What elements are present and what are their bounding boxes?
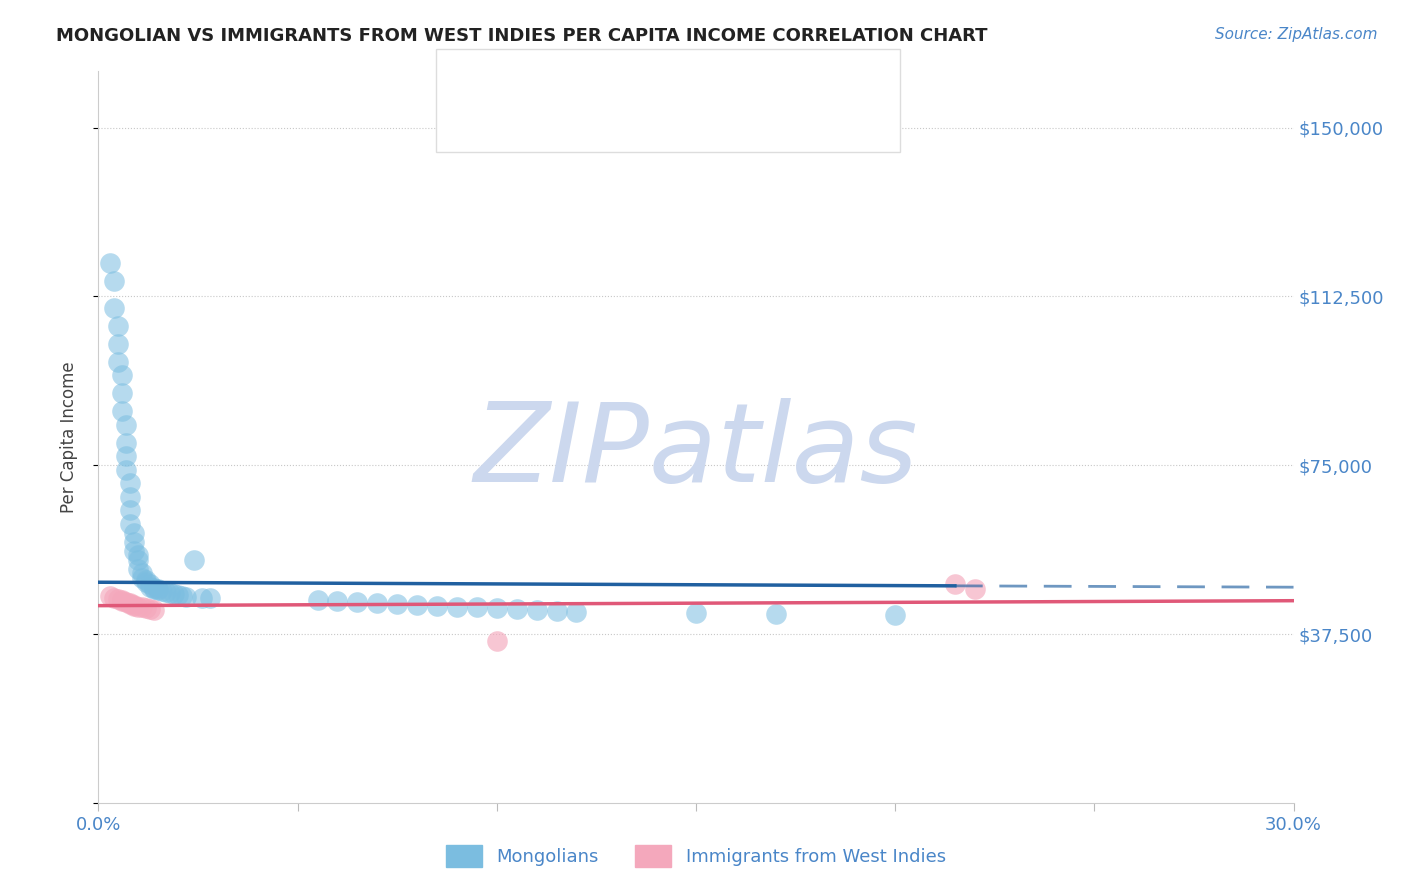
Point	[191, 591, 214, 605]
Point	[963, 582, 986, 596]
Point	[385, 597, 409, 611]
Point	[111, 594, 134, 608]
Point	[111, 368, 134, 383]
Point	[111, 593, 134, 607]
Point	[406, 598, 429, 612]
Point	[183, 553, 205, 567]
Point	[120, 490, 142, 504]
Point	[366, 596, 388, 610]
Bar	[464, 105, 502, 132]
Point	[485, 633, 508, 648]
Text: -0.006: -0.006	[568, 71, 630, 90]
Legend: Mongolians, Immigrants from West Indies: Mongolians, Immigrants from West Indies	[439, 838, 953, 874]
Point	[124, 598, 146, 612]
Point	[139, 580, 162, 594]
Point	[139, 577, 162, 591]
Point	[131, 571, 153, 585]
Point	[103, 591, 125, 605]
Point	[131, 566, 153, 581]
Point	[124, 534, 146, 549]
Point	[565, 605, 588, 619]
Point	[159, 586, 181, 600]
Point	[167, 588, 190, 602]
Text: 18: 18	[742, 108, 768, 128]
Point	[446, 599, 468, 614]
Point	[307, 593, 329, 607]
Point	[143, 603, 166, 617]
Point	[943, 577, 966, 591]
Text: R =: R =	[517, 108, 561, 128]
Text: 60: 60	[742, 71, 768, 90]
Point	[127, 548, 149, 562]
Point	[135, 601, 157, 615]
Point	[120, 597, 142, 611]
Point	[506, 602, 529, 616]
Point	[107, 354, 129, 368]
Point	[98, 255, 122, 269]
Point	[127, 562, 149, 576]
Point	[174, 590, 197, 604]
Y-axis label: Per Capita Income: Per Capita Income	[59, 361, 77, 513]
Point	[115, 595, 138, 609]
Text: R =: R =	[517, 71, 561, 90]
Text: 0.044: 0.044	[568, 108, 630, 128]
Text: MONGOLIAN VS IMMIGRANTS FROM WEST INDIES PER CAPITA INCOME CORRELATION CHART: MONGOLIAN VS IMMIGRANTS FROM WEST INDIES…	[56, 27, 988, 45]
Point	[120, 516, 142, 531]
Point	[765, 607, 787, 621]
Point	[120, 596, 142, 610]
Point	[155, 585, 177, 599]
Point	[120, 476, 142, 491]
Point	[107, 336, 129, 351]
Point	[884, 607, 907, 622]
Point	[107, 318, 129, 333]
Point	[326, 594, 349, 608]
Point	[143, 581, 166, 595]
Text: Source: ZipAtlas.com: Source: ZipAtlas.com	[1215, 27, 1378, 42]
Point	[124, 543, 146, 558]
Point	[426, 599, 449, 613]
Point	[111, 404, 134, 418]
Point	[685, 606, 707, 620]
Point	[135, 573, 157, 587]
Point	[143, 582, 166, 596]
Text: ZIPatlas: ZIPatlas	[474, 398, 918, 505]
Bar	[464, 67, 502, 94]
Point	[198, 591, 221, 606]
Point	[124, 599, 146, 613]
Point	[131, 600, 153, 615]
Point	[124, 525, 146, 540]
Point	[172, 589, 194, 603]
Point	[115, 463, 138, 477]
Text: N =: N =	[685, 71, 728, 90]
Point	[103, 274, 125, 288]
Point	[485, 601, 508, 615]
Point	[111, 386, 134, 401]
Point	[346, 595, 368, 609]
Point	[163, 587, 186, 601]
Point	[103, 301, 125, 315]
Point	[127, 553, 149, 567]
Text: N =: N =	[685, 108, 728, 128]
Point	[115, 435, 138, 450]
Point	[127, 599, 149, 614]
Point	[120, 503, 142, 517]
Point	[107, 592, 129, 607]
Point	[546, 604, 568, 618]
Point	[139, 602, 162, 616]
Point	[465, 600, 488, 615]
Point	[526, 603, 548, 617]
Point	[115, 417, 138, 432]
Point	[135, 575, 157, 590]
Point	[148, 582, 170, 597]
Point	[115, 449, 138, 463]
Point	[148, 583, 170, 598]
Point	[150, 584, 173, 599]
Point	[98, 589, 122, 603]
